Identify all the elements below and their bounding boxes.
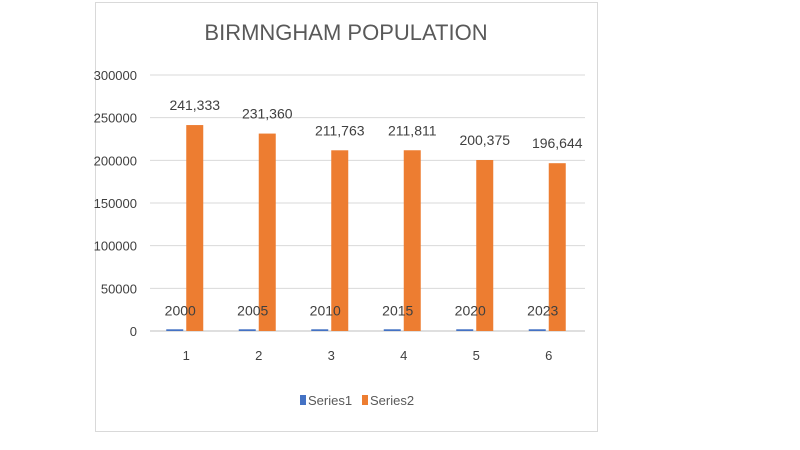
legend: Series1 Series2 bbox=[300, 393, 414, 408]
data-label: 2005 bbox=[237, 302, 268, 318]
data-label: 2010 bbox=[310, 302, 341, 318]
bars bbox=[166, 125, 566, 332]
x-tick-label: 3 bbox=[328, 348, 335, 363]
x-tick-label: 5 bbox=[473, 348, 480, 363]
y-axis-ticks: 0 50000 100000 150000 200000 250000 300000 bbox=[94, 68, 137, 339]
bar-series2-5 bbox=[476, 160, 494, 331]
data-label: 2015 bbox=[382, 302, 413, 318]
legend-swatch-series1 bbox=[300, 395, 306, 405]
bar-series2-3 bbox=[331, 150, 349, 331]
y-tick-label: 100000 bbox=[94, 239, 137, 254]
bar-series1-2 bbox=[238, 329, 256, 331]
data-label: 241,333 bbox=[169, 97, 220, 113]
y-tick-label: 50000 bbox=[101, 281, 137, 296]
bar-series1-5 bbox=[456, 329, 474, 331]
data-label: 211,811 bbox=[388, 122, 437, 138]
data-label: 2000 bbox=[165, 302, 196, 318]
chart-title: BIRMNGHAM POPULATION bbox=[204, 20, 487, 45]
data-label: 2020 bbox=[455, 302, 486, 318]
bar-series2-4 bbox=[403, 150, 421, 331]
bar-series1-6 bbox=[528, 329, 546, 331]
bar-series1-3 bbox=[311, 329, 329, 331]
gridlines bbox=[150, 74, 585, 332]
legend-label-series1: Series1 bbox=[308, 393, 352, 408]
bar-series2-2 bbox=[258, 133, 276, 331]
x-axis-ticks: 1 2 3 4 5 6 bbox=[183, 348, 553, 363]
x-tick-label: 4 bbox=[400, 348, 407, 363]
legend-label-series2: Series2 bbox=[370, 393, 414, 408]
bar-series2-1 bbox=[186, 125, 204, 332]
x-tick-label: 1 bbox=[183, 348, 190, 363]
x-tick-label: 6 bbox=[545, 348, 552, 363]
data-labels: 2000 241,333 2005 231,360 2010 211,763 2015 211… bbox=[165, 97, 583, 318]
y-tick-label: 200000 bbox=[94, 153, 137, 168]
data-label: 2023 bbox=[527, 302, 558, 318]
data-label: 200,375 bbox=[459, 132, 510, 148]
y-tick-label: 0 bbox=[130, 324, 137, 339]
bar-series1-4 bbox=[383, 329, 401, 331]
data-label: 196,644 bbox=[532, 135, 583, 151]
x-tick-label: 2 bbox=[255, 348, 262, 363]
y-tick-label: 150000 bbox=[94, 196, 137, 211]
bar-series2-6 bbox=[548, 163, 566, 331]
data-label: 211,763 bbox=[315, 122, 365, 138]
legend-swatch-series2 bbox=[362, 395, 368, 405]
data-label: 231,360 bbox=[242, 106, 293, 122]
y-tick-label: 250000 bbox=[94, 111, 137, 126]
bar-series1-1 bbox=[166, 329, 184, 331]
y-tick-label: 300000 bbox=[94, 68, 137, 83]
